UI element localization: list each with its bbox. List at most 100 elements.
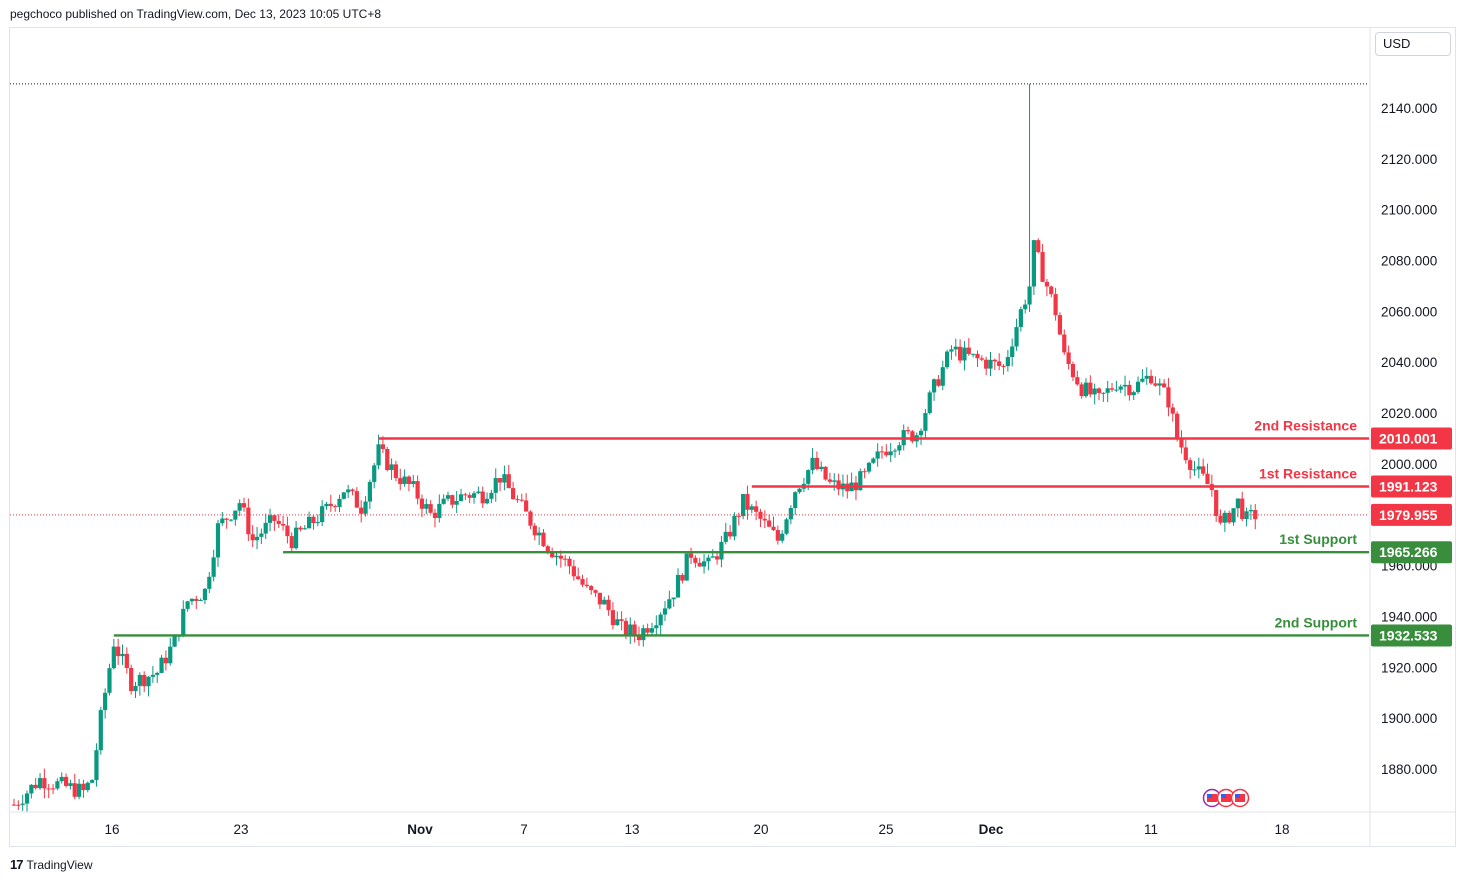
candle-body (719, 541, 724, 560)
candle-body (615, 619, 620, 626)
candle-body (728, 531, 733, 537)
x-tick-label: 11 (1144, 822, 1158, 837)
candle-body (1018, 309, 1023, 328)
candle-body (1118, 386, 1123, 390)
candle-body (1040, 252, 1045, 282)
candle-body (741, 494, 746, 517)
economic-event-icon[interactable] (1230, 788, 1250, 808)
candle-body (971, 353, 976, 355)
level-price-badge-text: 2010.001 (1379, 430, 1438, 446)
candle-body (1070, 363, 1076, 378)
candle-body (1044, 281, 1050, 287)
candle-body (1179, 439, 1184, 448)
candle-body (550, 550, 555, 558)
candle-body (411, 481, 416, 485)
x-tick-label: 7 (520, 822, 528, 837)
candle-body (159, 657, 164, 673)
candle-body (163, 657, 168, 664)
candle-body (415, 481, 420, 499)
candle-body (515, 499, 520, 501)
candle-body (389, 464, 394, 471)
candle-body (654, 625, 659, 629)
candle-body (46, 788, 51, 790)
x-tick-label: 25 (878, 822, 893, 837)
candle-body (367, 481, 372, 502)
candle-body (1049, 286, 1054, 295)
candle-body (42, 778, 47, 789)
candle-body (862, 471, 867, 473)
level-price-badge-text: 1932.533 (1379, 627, 1438, 643)
candle-body (1205, 473, 1210, 485)
candle-body (563, 558, 568, 560)
candle-body (958, 346, 963, 361)
candle-body (558, 555, 563, 559)
candle-body (1135, 381, 1141, 393)
candle-body (228, 519, 234, 521)
candle-body (1170, 407, 1175, 414)
candle-body (185, 601, 190, 609)
currency-selector[interactable]: USD (1375, 32, 1451, 56)
candle-body (146, 676, 151, 687)
candle-body (979, 358, 984, 360)
candle-body (1066, 352, 1071, 364)
candle-body (767, 520, 772, 527)
candle-body (589, 586, 594, 591)
candle-body (1105, 388, 1110, 393)
brand-name: TradingView (26, 857, 93, 872)
candle-body (441, 498, 446, 504)
candle-body (1079, 384, 1084, 397)
level-label: 2nd Resistance (1254, 417, 1357, 433)
candle-body (402, 476, 407, 484)
candle-body (610, 610, 616, 626)
x-tick-label: 13 (624, 822, 639, 837)
candle-body (1096, 388, 1102, 393)
footer: 17 TradingView (10, 857, 93, 872)
candle-body (710, 556, 715, 558)
level-price-badge-text: 1965.266 (1379, 544, 1438, 560)
candle-body (927, 392, 932, 414)
candle-body (168, 646, 173, 664)
candle-body (606, 599, 611, 611)
candle-body (823, 466, 828, 480)
candle-body (194, 598, 199, 601)
candle-body (120, 653, 125, 657)
candle-body (1157, 383, 1162, 386)
candle-body (398, 478, 403, 484)
candle-body (871, 458, 876, 463)
candle-body (137, 674, 142, 686)
candle-body (294, 527, 299, 549)
candle-body (632, 624, 637, 635)
candle-body (1023, 304, 1028, 310)
candle-body (636, 634, 642, 641)
candle-body (502, 474, 507, 483)
candle-body (649, 628, 655, 633)
candle-body (693, 557, 698, 563)
level-label: 2nd Support (1275, 614, 1358, 630)
economic-event-icon[interactable] (1202, 788, 1222, 808)
y-tick-label: 2020.000 (1381, 406, 1437, 421)
candle-body (94, 750, 99, 781)
candle-body (207, 576, 212, 589)
economic-event-icon[interactable] (1216, 788, 1236, 808)
candle-body (493, 478, 498, 493)
candle-body (393, 464, 399, 479)
candle-body (992, 359, 997, 362)
candle-body (988, 359, 993, 369)
candle-body (1227, 512, 1232, 523)
candle-body (532, 525, 537, 536)
candle-body (241, 503, 247, 508)
candle-body (1188, 460, 1193, 470)
candle-body (237, 503, 242, 511)
candle-body (1192, 469, 1197, 471)
level-price-badge (1371, 624, 1452, 647)
candle-body (246, 507, 251, 535)
x-tick-label: 23 (233, 822, 248, 837)
candle-body (1014, 327, 1019, 347)
candle-body (975, 353, 980, 359)
candle-body (484, 498, 490, 504)
candle-body (380, 444, 385, 449)
candle-body (819, 466, 824, 469)
candle-body (1057, 315, 1063, 335)
candle-body (363, 501, 368, 514)
